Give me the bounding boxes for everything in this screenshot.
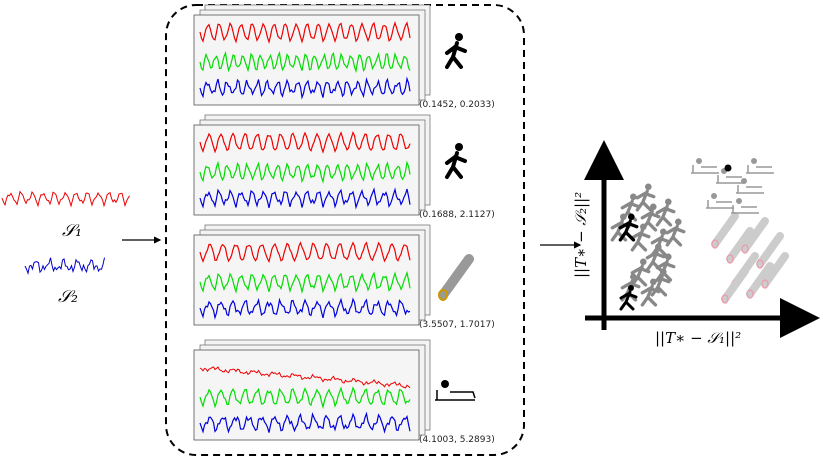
cluster-icon	[655, 204, 676, 227]
cluster-icon	[736, 185, 764, 194]
cluster-icon	[640, 209, 661, 232]
cluster-icon	[736, 198, 742, 204]
cluster-icon	[691, 165, 719, 174]
cluster-icon	[640, 258, 647, 266]
activity-icon	[455, 33, 463, 41]
signal-trace	[199, 131, 411, 154]
panel-stack: (0.1452, 0.2033)	[193, 4, 495, 110]
cluster-icon	[650, 274, 671, 297]
cluster-icon	[640, 284, 661, 307]
signal-trace	[199, 366, 411, 389]
cluster-icon	[640, 223, 647, 231]
panel-stack: (4.1003, 5.2893)	[193, 339, 495, 445]
signal-label: 𝒮₁	[62, 221, 82, 241]
signal-trace	[199, 411, 411, 434]
signal-trace	[199, 50, 411, 74]
object-icon	[438, 289, 448, 301]
activity-icon	[455, 143, 463, 151]
cluster-icon	[696, 158, 702, 164]
object-icon	[438, 254, 474, 300]
cluster-icon	[618, 219, 639, 242]
cluster-icon	[660, 228, 667, 236]
signal-trace	[24, 257, 105, 276]
signal-trace	[199, 386, 411, 410]
coords-label: (0.1688, 2.1127)	[419, 210, 495, 220]
cluster-icon	[711, 239, 719, 249]
panel	[193, 124, 420, 216]
signal-trace	[199, 76, 411, 100]
cluster-icon	[675, 218, 682, 226]
cluster-icon	[628, 213, 635, 221]
cluster-icon	[628, 285, 634, 291]
cluster-icon	[716, 175, 744, 184]
cluster-icon	[655, 259, 676, 282]
activity-icon	[445, 41, 467, 69]
cluster-icon	[650, 203, 657, 211]
cluster-icon	[721, 267, 749, 303]
cluster-icon	[650, 278, 657, 286]
activity-icon	[441, 380, 449, 388]
cluster-icon	[665, 224, 686, 247]
signal-label: 𝒮₂	[58, 287, 78, 307]
signal-trace	[199, 20, 411, 45]
cluster-icon	[746, 289, 754, 299]
cluster-icon	[630, 264, 651, 287]
cluster-icon	[756, 232, 784, 268]
cluster-icon	[724, 164, 732, 172]
coords-label: (4.1003, 5.2893)	[419, 435, 495, 445]
cluster-icon	[761, 279, 769, 289]
cluster-icon	[630, 193, 637, 201]
coords-label: (3.5507, 1.7017)	[419, 320, 495, 330]
scatter-plot: ||T∗ − 𝒮₁||² ||T∗ − 𝒮₂||²	[572, 140, 820, 347]
cluster-icon	[619, 290, 638, 311]
cluster-icon	[741, 244, 749, 254]
cluster-icon	[741, 178, 747, 184]
cluster-icon	[761, 252, 789, 288]
panel-stack: (0.1688, 2.1127)	[193, 114, 495, 220]
cluster-icon	[630, 273, 637, 281]
cluster-icon	[731, 205, 759, 214]
cluster-icon	[655, 243, 662, 251]
cluster-icon	[706, 200, 734, 209]
activity-icon	[435, 390, 476, 401]
activity-icon	[445, 151, 467, 179]
panels: (0.1452, 0.2033) (0.1688, 2.1127) (3.5507,…	[193, 4, 495, 445]
cluster-icon	[630, 229, 651, 252]
y-axis-label: ||T∗ − 𝒮₂||²	[572, 192, 590, 278]
cluster-icon	[721, 294, 729, 304]
cluster-icon	[665, 253, 672, 261]
cluster-icon	[726, 254, 734, 264]
signal-trace	[199, 160, 411, 184]
coords-label: (0.1452, 0.2033)	[419, 100, 495, 110]
cluster-icon	[746, 165, 774, 174]
cluster-icon	[645, 183, 652, 191]
cluster-icon	[746, 262, 774, 298]
signal-trace	[1, 190, 130, 208]
cluster-icon	[711, 193, 717, 199]
x-axis-label: ||T∗ − 𝒮₁||²	[655, 329, 741, 347]
panel-stack: (3.5507, 1.7017)	[193, 224, 495, 330]
cluster-icon	[741, 217, 769, 253]
cluster-icon	[711, 212, 739, 248]
signal-trace	[199, 187, 411, 210]
signal-trace	[199, 270, 411, 294]
cluster-icon	[751, 158, 757, 164]
cluster-icon	[665, 198, 672, 206]
cluster-icon	[726, 227, 754, 263]
cluster-icon	[756, 259, 764, 269]
cluster-icon	[620, 213, 627, 221]
cluster-icon	[635, 189, 656, 212]
signal-trace	[199, 241, 411, 264]
input-signals	[1, 190, 130, 276]
panel	[193, 349, 420, 441]
cluster-icon	[645, 249, 666, 272]
signal-trace	[199, 297, 411, 320]
